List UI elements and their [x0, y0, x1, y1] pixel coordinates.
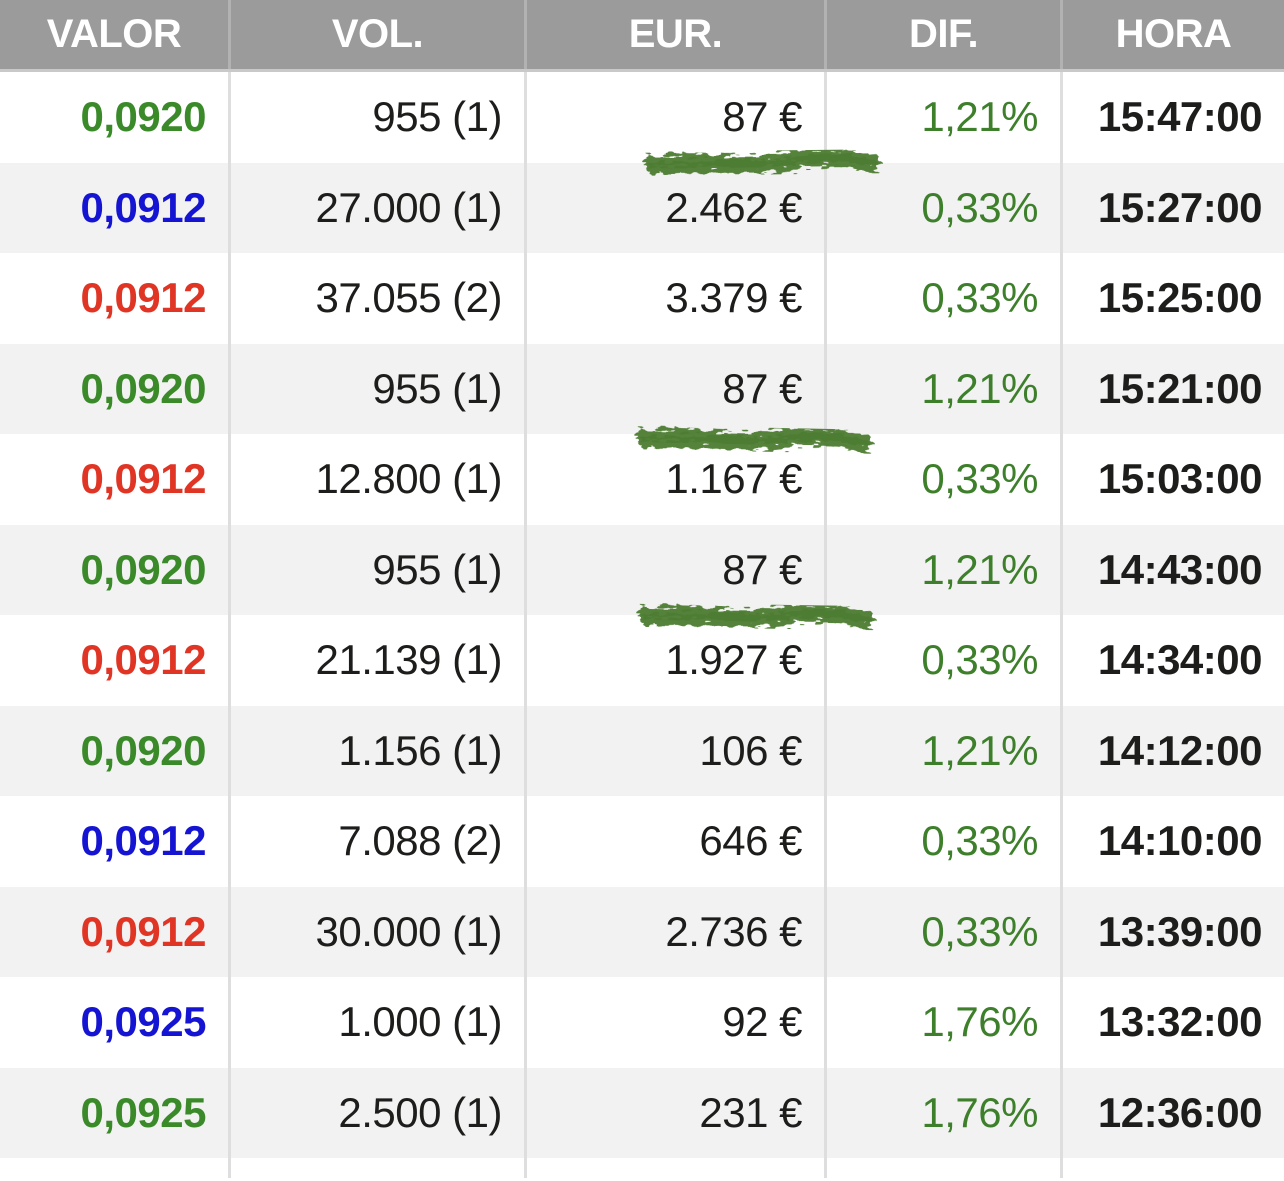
column-header-dif: DIF.	[827, 0, 1063, 69]
euro-value: 106 €	[699, 726, 802, 774]
table-row: 0,0912 21.139 (1) 1.927 € 0,33% 14:34:00	[0, 615, 1284, 706]
volume-cell: 1.000 (1)	[231, 977, 527, 1068]
volume-cell: 30.000 (1)	[231, 886, 527, 977]
table-body: 0,0920 955 (1) 87 € 1,21% 15:47:00 0,091…	[0, 72, 1284, 1178]
dif-cell	[827, 1158, 1063, 1178]
euro-cell: 87 €	[527, 72, 881, 176]
euro-cell: 646 €	[527, 796, 827, 887]
hora-cell: 12:36:00	[1097, 1088, 1263, 1136]
valor-cell: 0,0912	[0, 253, 231, 344]
hora-cell: 14:12:00	[1097, 726, 1263, 774]
table-row: 0,0925 1.000 (1) 92 € 1,76% 13:32:00	[0, 977, 1284, 1068]
table-row: 0,0912 37.055 (2) 3.379 € 0,33% 15:25:00	[0, 253, 1284, 344]
hora-cell: 15:27:00	[1097, 183, 1263, 231]
valor-cell: 0,0912	[0, 886, 231, 977]
volume-cell: 27.000 (1)	[231, 162, 527, 253]
hora-cell: 14:43:00	[1097, 545, 1263, 593]
euro-cell: 2.736 €	[527, 886, 827, 977]
dif-cell: 0,33%	[827, 253, 1063, 344]
valor-cell: 0,0925	[0, 1067, 231, 1158]
euro-cell: 2.462 €	[527, 162, 827, 253]
euro-cell: 92 €	[527, 977, 827, 1068]
volume-cell	[231, 1158, 527, 1178]
dif-cell: 0,33%	[827, 434, 1063, 525]
euro-value: 87 €	[722, 545, 802, 593]
euro-value: 2.462 €	[665, 183, 802, 231]
dif-cell: 1,21%	[827, 705, 1063, 796]
volume-cell: 7.088 (2)	[231, 796, 527, 887]
euro-value: 87 €	[722, 93, 802, 141]
table-row: 0,0912 12.800 (1) 1.167 € 0,33% 15:03:00	[0, 434, 1284, 525]
hora-cell: 15:47:00	[1097, 93, 1263, 141]
hora-cell: 15:25:00	[1097, 274, 1263, 322]
dif-cell: 0,33%	[827, 162, 1063, 253]
column-header-eur: EUR.	[527, 0, 827, 69]
euro-value: 646 €	[699, 817, 802, 865]
dif-cell: 1,21%	[827, 72, 1063, 163]
table-row: 0,0912 27.000 (1) 2.462 € 0,33% 15:27:00	[0, 162, 1284, 253]
valor-cell: 0,0912	[0, 162, 231, 253]
euro-value: 1.927 €	[665, 636, 802, 684]
column-header-valor: VALOR	[0, 0, 231, 69]
euro-cell: 87 €	[527, 524, 875, 630]
euro-cell: 3.379 €	[527, 253, 827, 344]
table-row: 0,0920 955 (1) 87 € 1,21% 15:21:00	[0, 343, 1284, 453]
euro-cell: 1.927 €	[527, 615, 827, 706]
euro-cell: 87 €	[527, 343, 873, 453]
euro-cell	[527, 1158, 827, 1178]
column-header-hora: HORA	[1115, 12, 1232, 56]
dif-cell: 1,76%	[827, 977, 1063, 1068]
volume-cell: 955 (1)	[231, 72, 527, 163]
valor-cell: 0,0912	[0, 434, 231, 525]
dif-cell: 1,21%	[827, 343, 1063, 434]
table-header: VALOR VOL. EUR. DIF. HORA	[0, 0, 1284, 72]
euro-value: 87 €	[722, 364, 802, 412]
dif-cell: 1,76%	[827, 1067, 1063, 1158]
table-row: 0,0925 2.500 (1) 231 € 1,76% 12:36:00	[0, 1067, 1284, 1158]
dif-cell: 0,33%	[827, 886, 1063, 977]
volume-cell: 955 (1)	[231, 524, 527, 615]
valor-cell	[0, 1158, 231, 1178]
euro-value: 3.379 €	[665, 274, 802, 322]
hora-cell: 13:32:00	[1097, 998, 1263, 1046]
valor-cell: 0,0925	[0, 977, 231, 1068]
volume-cell: 21.139 (1)	[231, 615, 527, 706]
column-header-vol: VOL.	[231, 0, 527, 69]
volume-cell: 2.500 (1)	[231, 1067, 527, 1158]
volume-cell: 955 (1)	[231, 343, 527, 434]
hora-cell: 15:21:00	[1097, 364, 1263, 412]
euro-cell: 106 €	[527, 705, 827, 796]
euro-cell: 231 €	[527, 1067, 827, 1158]
euro-cell: 1.167 €	[527, 434, 827, 525]
hora-cell: 14:10:00	[1097, 817, 1263, 865]
valor-cell: 0,0912	[0, 615, 231, 706]
dif-cell: 0,33%	[827, 615, 1063, 706]
euro-value: 92 €	[722, 998, 802, 1046]
table-row: 0,0912 30.000 (1) 2.736 € 0,33% 13:39:00	[0, 886, 1284, 977]
hora-cell: 13:39:00	[1097, 907, 1263, 955]
euro-value: 1.167 €	[665, 455, 802, 503]
euro-value: 2.736 €	[665, 907, 802, 955]
valor-cell: 0,0920	[0, 72, 231, 163]
table-row: 0,0920 955 (1) 87 € 1,21% 15:47:00	[0, 72, 1284, 176]
valor-cell: 0,0920	[0, 705, 231, 796]
valor-cell: 0,0912	[0, 796, 231, 887]
dif-cell: 0,33%	[827, 796, 1063, 887]
table-row: 0,0912 7.088 (2) 646 € 0,33% 14:10:00	[0, 796, 1284, 887]
volume-cell: 12.800 (1)	[231, 434, 527, 525]
valor-cell: 0,0920	[0, 343, 231, 434]
valor-cell: 0,0920	[0, 524, 231, 615]
dif-cell: 1,21%	[827, 524, 1063, 615]
hora-cell: 14:34:00	[1097, 636, 1263, 684]
volume-cell: 1.156 (1)	[231, 705, 527, 796]
table-row: 0,0920 955 (1) 87 € 1,21% 14:43:00	[0, 524, 1284, 630]
partial-row	[0, 1158, 1284, 1178]
table-row: 0,0920 1.156 (1) 106 € 1,21% 14:12:00	[0, 705, 1284, 796]
hora-cell: 15:03:00	[1097, 455, 1263, 503]
volume-cell: 37.055 (2)	[231, 253, 527, 344]
hora-cell	[1063, 1158, 1284, 1178]
euro-value: 231 €	[699, 1088, 802, 1136]
